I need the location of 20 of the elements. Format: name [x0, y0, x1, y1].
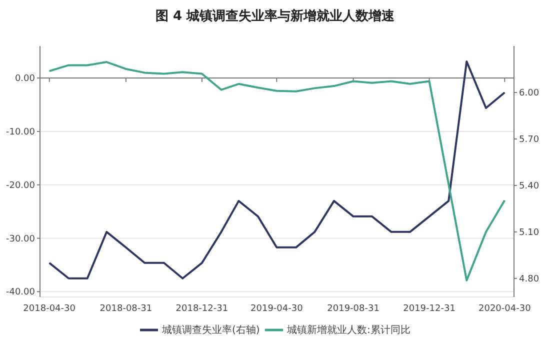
y-tick-label: -20.00	[6, 180, 36, 191]
y2-tick-label: 4.80	[519, 274, 540, 284]
x-tick-label: 2018-08-31	[100, 304, 152, 314]
legend-label: 城镇调查失业率(右轴)	[161, 324, 260, 336]
x-tick-label: 2019-04-30	[250, 304, 304, 314]
x-tick-label: 2019-08-31	[327, 304, 380, 314]
x-tick-label: 2020-04-30	[478, 304, 532, 314]
y-tick-label: -40.00	[6, 288, 36, 298]
y2-tick-label: 6.00	[519, 88, 540, 98]
x-tick-label: 2018-12-31	[176, 304, 228, 314]
chart-title: 图 4 城镇调查失业率与新增就业人数增速	[155, 8, 396, 24]
y2-tick-label: 5.40	[519, 181, 540, 192]
y-tick-label: -10.00	[6, 127, 36, 138]
legend-label: 城镇新增就业人数:累计同比	[286, 324, 410, 336]
x-tick-label: 2018-04-30	[23, 304, 76, 314]
y-tick-label: -30.00	[6, 234, 36, 244]
y2-tick-label: 5.70	[519, 134, 540, 145]
x-tick-label: 2019-12-31	[403, 304, 456, 314]
y2-tick-label: 5.10	[519, 228, 540, 238]
y-tick-label: 0.00	[14, 74, 36, 84]
